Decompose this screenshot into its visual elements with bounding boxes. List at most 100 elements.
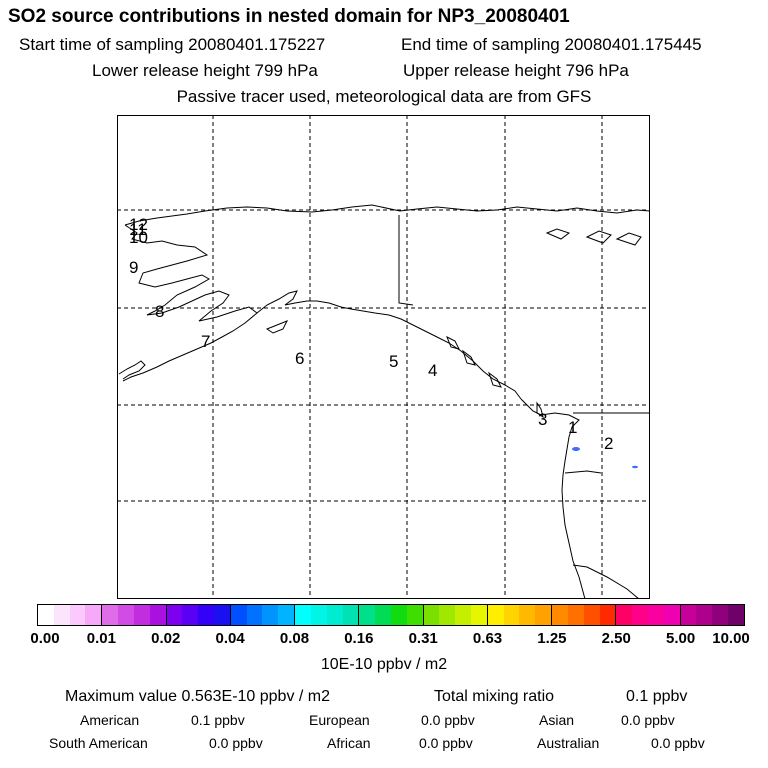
colorbar-swatch (390, 605, 407, 625)
colorbar-tick-label: 0.00 (30, 630, 60, 647)
colorbar-tick-label: 2.50 (601, 630, 631, 647)
source-label-12: 12 (129, 215, 148, 234)
colorbar-swatch (728, 605, 744, 625)
state-border (564, 470, 602, 474)
colorbar-swatch (213, 605, 230, 625)
region-value-south-american: 0.0 ppbv (209, 735, 263, 751)
colorbar-segment (166, 605, 231, 625)
colorbar-tick-label: 0.63 (472, 630, 503, 647)
colorbar-swatch (246, 605, 263, 625)
colorbar-swatch (118, 605, 134, 625)
colorbar-swatch (599, 605, 616, 625)
map-svg: 1 2 3 4 5 6 7 8 9 10 11 12 (117, 115, 650, 599)
island (536, 401, 544, 419)
source-label-8: 8 (155, 302, 164, 321)
colorbar-swatch (230, 605, 247, 625)
region-name-european: European (309, 712, 370, 728)
colorbar-swatch (552, 605, 568, 625)
source-label-4: 4 (428, 361, 437, 380)
colorbar-swatch (295, 605, 311, 625)
colorbar-segment (295, 605, 360, 625)
figure-title: SO2 source contributions in nested domai… (8, 6, 570, 27)
colorbar-swatch (567, 605, 584, 625)
source-label-5: 5 (389, 352, 398, 371)
region-value-african: 0.0 ppbv (419, 735, 473, 751)
start-time: Start time of sampling 20080401.175227 (19, 35, 326, 54)
arctic-island (545, 228, 571, 240)
source-labels: 1 2 3 4 5 6 7 8 9 10 11 12 (129, 215, 613, 453)
region-value-asian: 0.0 ppbv (621, 712, 675, 728)
source-label-6: 6 (295, 349, 304, 368)
colorbar-swatch (471, 605, 487, 625)
region-name-asian: Asian (539, 712, 575, 728)
total-mixing-ratio-label: Total mixing ratio (434, 688, 555, 705)
region-name-australian: Australian (537, 735, 600, 751)
region-name-south-american: South American (49, 735, 148, 751)
colorbar-segment (230, 605, 296, 625)
colorbar-swatch (359, 605, 376, 625)
arctic-island (585, 230, 612, 244)
colorbar-tick-label: 5.00 (666, 630, 696, 647)
colorbar-swatch (632, 605, 649, 625)
colorbar-swatch (406, 605, 423, 625)
tracer-note: Passive tracer used, meteorological data… (176, 87, 592, 106)
colorbar-swatch (133, 605, 150, 625)
colorbar-swatch (455, 605, 472, 625)
colorbar-swatch (519, 605, 536, 625)
colorbar-swatch (342, 605, 359, 625)
alaska-peninsula (122, 290, 258, 382)
source-label-11: 11 (129, 220, 147, 239)
colorbar-tick-label: 0.02 (151, 630, 181, 647)
island (462, 349, 476, 366)
colorbar-tick-label: 0.16 (344, 630, 374, 647)
arctic-island (615, 232, 642, 246)
source-label-7: 7 (201, 332, 210, 351)
colorbar-tick-label: 0.08 (279, 630, 310, 647)
island (446, 335, 460, 350)
total-mixing-ratio-value: 0.1 ppbv (626, 688, 688, 705)
region-value-australian: 0.0 ppbv (651, 735, 705, 751)
colorbar-tick-label: 0.31 (408, 630, 438, 647)
colorbar-segment (359, 605, 424, 625)
upper-release-height: Upper release height 796 hPa (403, 61, 629, 80)
state-border (572, 564, 640, 599)
colorbar-swatch (262, 605, 279, 625)
colorbar-swatch (535, 605, 552, 625)
source-label-10: 10 (129, 228, 148, 247)
colorbar-swatch (149, 605, 166, 625)
colorbar-swatch (663, 605, 680, 625)
west-alaska-coast (124, 224, 211, 316)
colorbar-swatch (439, 605, 456, 625)
colorbar-swatch (616, 605, 633, 625)
colorbar-swatch (326, 605, 343, 625)
colorbar-swatch (53, 605, 70, 625)
region-value-american: 0.1 ppbv (191, 712, 245, 728)
colorbar-swatch (375, 605, 391, 625)
colorbar-unit: 10E-10 ppbv / m2 (320, 656, 448, 673)
colorbar-swatch (503, 605, 520, 625)
colorbar-swatch (85, 605, 102, 625)
colorbar-segment (487, 605, 553, 625)
aleutian-island (118, 360, 146, 380)
colorbar-segment (680, 605, 744, 625)
colorbar-swatch (583, 605, 600, 625)
colorbar-swatch (487, 605, 504, 625)
colorbar-swatch (166, 605, 183, 625)
colorbar-tick-label: 10.00 (712, 630, 750, 647)
source-label-9: 9 (129, 258, 138, 277)
region-value-european: 0.0 ppbv (421, 712, 475, 728)
colorbar-segment (38, 605, 103, 625)
source-label-3: 3 (538, 410, 547, 429)
colorbar-swatch (423, 605, 440, 625)
colorbar-segment (423, 605, 488, 625)
colorbar-segment (552, 605, 617, 625)
colorbar-swatch (102, 605, 119, 625)
colorbar-swatch (712, 605, 729, 625)
end-time: End time of sampling 20080401.175445 (401, 35, 702, 54)
colorbar-swatch (182, 605, 199, 625)
colorbar-segment (102, 605, 167, 625)
arctic-coast (124, 204, 650, 226)
colorbar-swatch (696, 605, 713, 625)
map-panel: 1 2 3 4 5 6 7 8 9 10 11 12 (117, 115, 650, 599)
plume-contour (632, 465, 638, 469)
